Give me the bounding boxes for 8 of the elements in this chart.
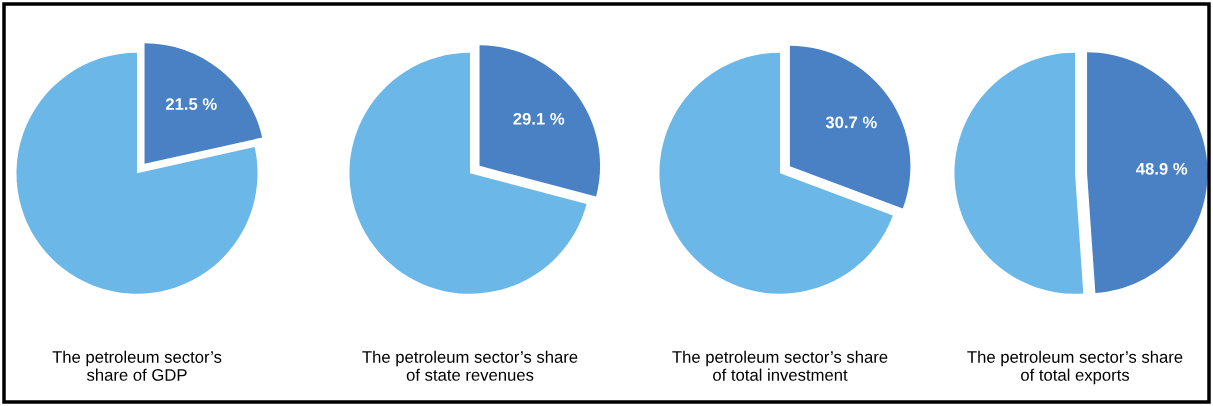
data-label: 30.7 %: [825, 116, 877, 129]
text: The petroleum sector’s share of total exports: [967, 350, 1183, 385]
data-label: 29.1 %: [513, 112, 565, 125]
data-label: 21.5 %: [165, 98, 217, 110]
text: The petroleum sector’s share of total investment: [672, 350, 888, 381]
data-label: 48.9 %: [1136, 162, 1188, 175]
text: The petroleum sector’s share of GDP: [52, 350, 222, 381]
text: The petroleum sector’s share of state revenues: [362, 350, 578, 381]
